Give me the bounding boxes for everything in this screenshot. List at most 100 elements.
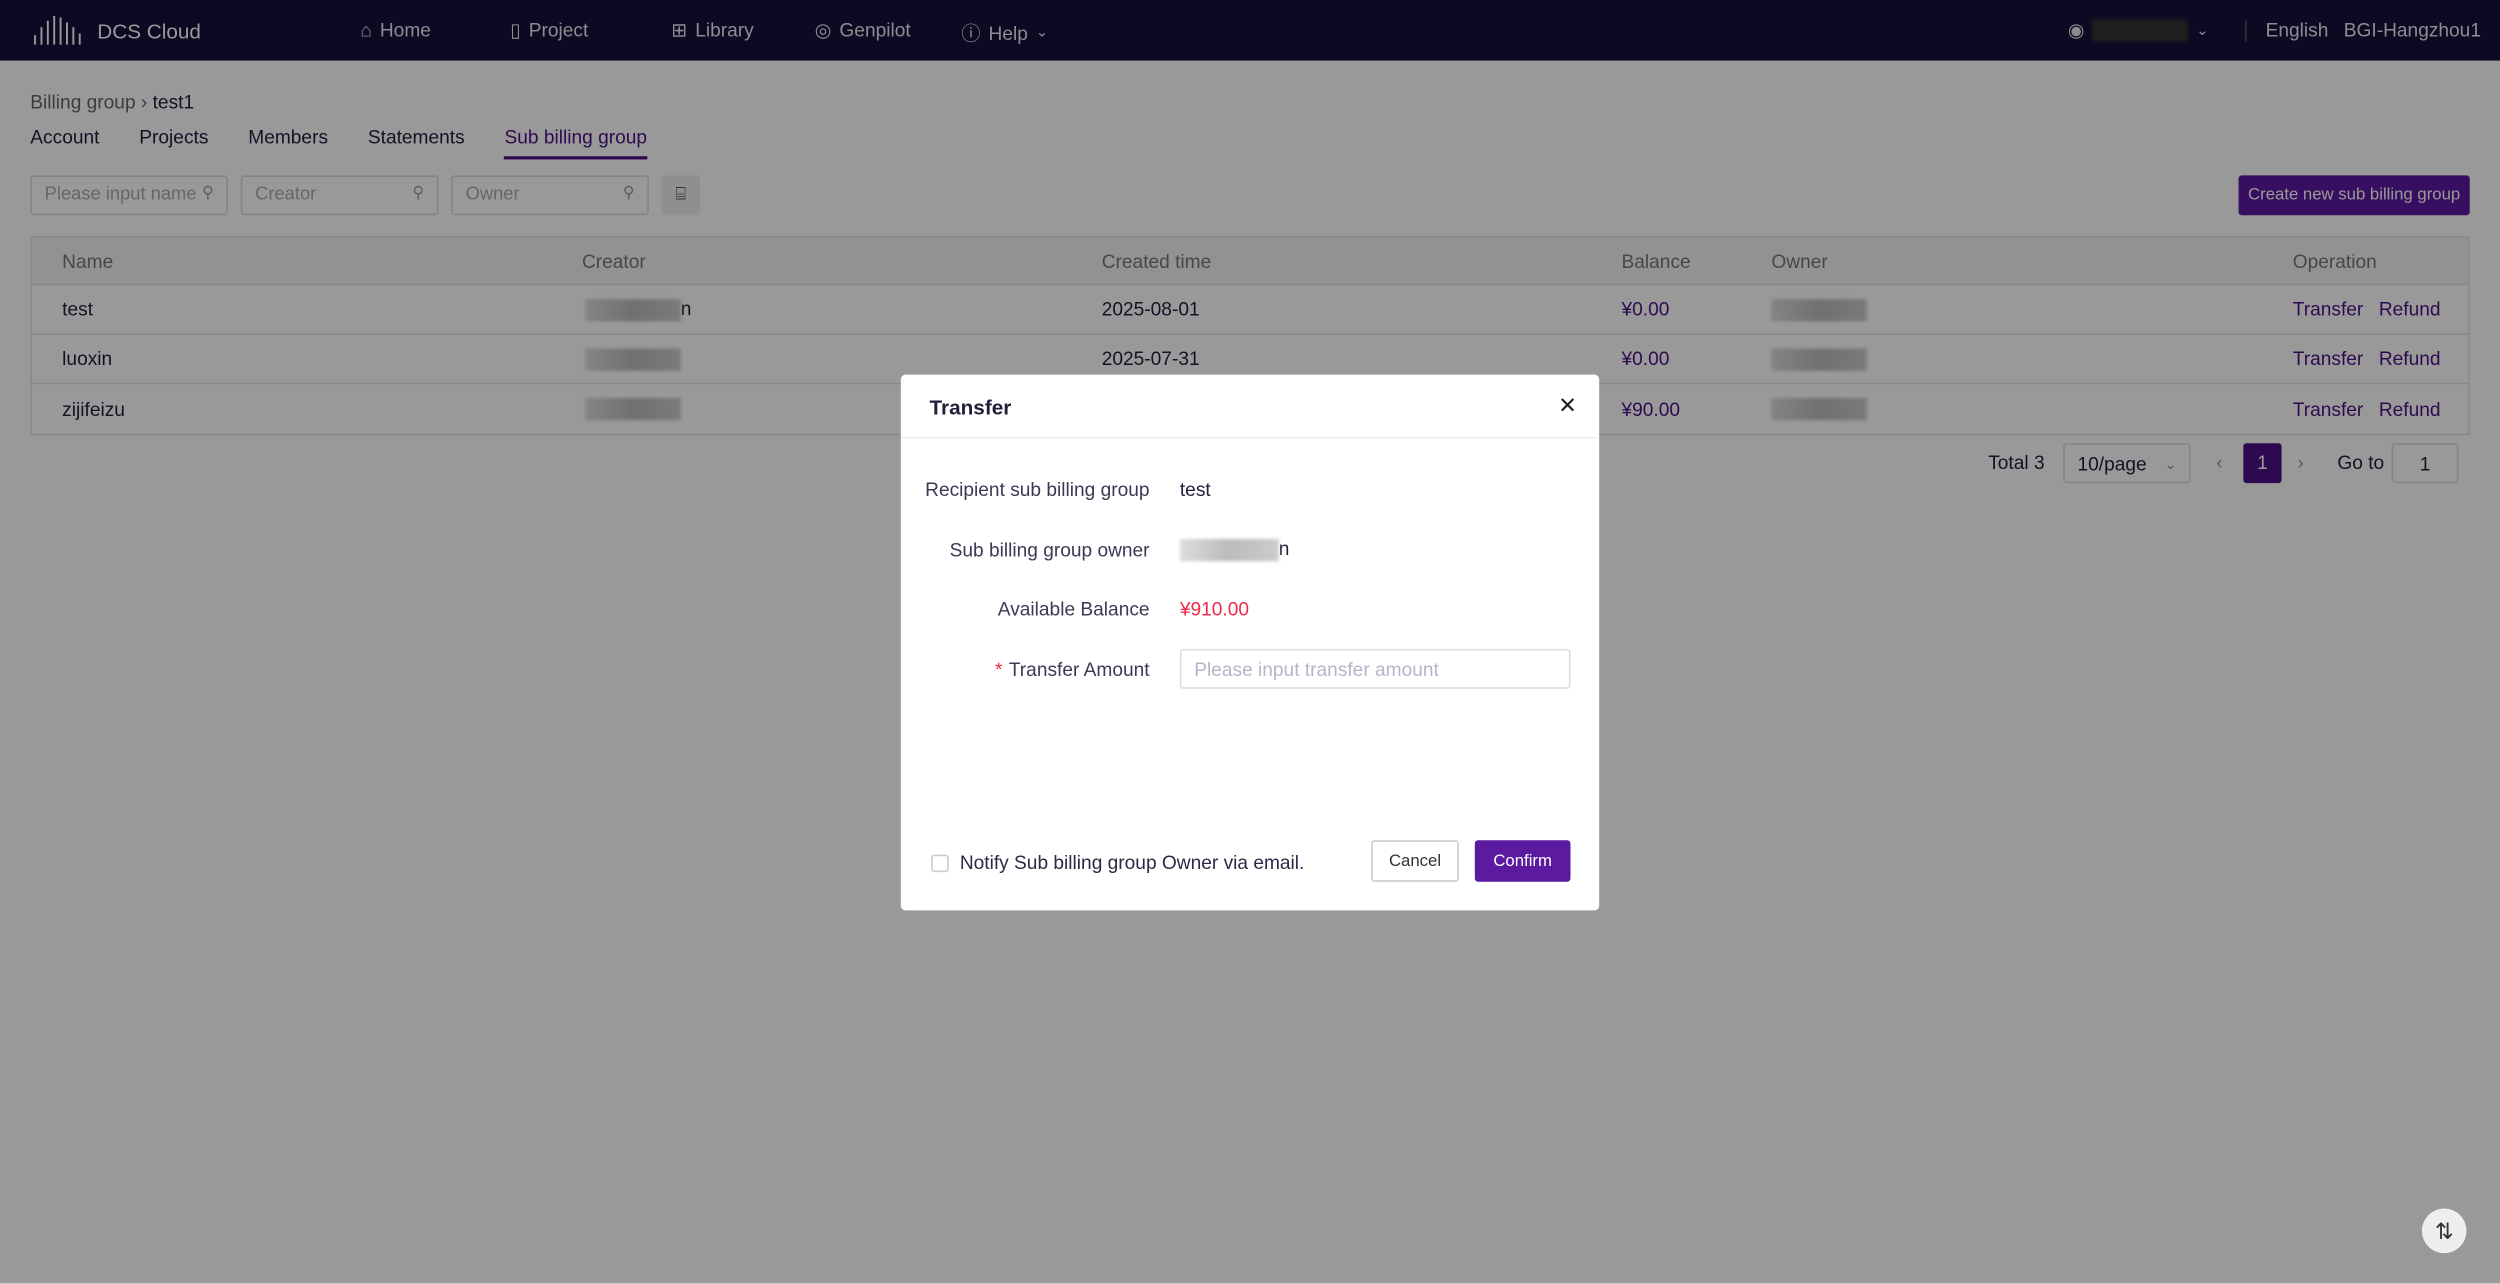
goto-page-input[interactable]: 1 [2391,443,2459,484]
transfer-dialog: Transfer ✕ Recipient sub billing group t… [900,374,1600,911]
tab-projects[interactable]: Projects [139,125,209,149]
close-icon[interactable]: ✕ [1558,392,1577,418]
column-header: Balance [1621,249,1691,272]
cancel-button[interactable]: Cancel [1371,840,1459,882]
page-1-button[interactable]: 1 [2243,443,2282,484]
cell-balance: ¥0.00 [1621,347,1670,370]
notify-checkbox[interactable] [931,853,949,872]
redacted-owner [1771,298,1868,322]
nav-help[interactable]: ⓘ Help ⌄ [961,19,1047,46]
transfer-amount-input[interactable] [1179,648,1571,689]
tabs: Account Projects Members Statements Sub … [30,125,648,160]
next-page-button[interactable]: › [2298,443,2304,483]
refund-link[interactable]: Refund [2378,298,2441,321]
chevron-down-icon: ⌄ [2164,455,2177,472]
name-search-input[interactable]: Please input name ⚲ [30,175,228,216]
cell-creator [585,347,681,371]
amount-label-text: Transfer Amount [1008,658,1150,681]
search-icon: ⚲ [412,184,425,203]
search-icon: ⚲ [201,184,214,203]
table-header: Name Creator Created time Balance Owner … [31,237,2469,286]
cell-owner [1771,397,1868,421]
nav-label: Genpilot [839,19,911,42]
clear-filters-button[interactable]: ⌸ [661,175,700,216]
file-icon: ▯ [510,19,521,42]
column-header: Operation [2292,249,2377,272]
logo[interactable]: DCS Cloud [30,13,201,48]
notify-label: Notify Sub billing group Owner via email… [959,851,1305,874]
globe-icon: ◎ [814,19,832,42]
page-size-value: 10/page [2077,452,2147,476]
user-icon: ◉ [2067,19,2085,42]
nav-home[interactable]: ⌂ Home [360,19,431,41]
creator-fragment: n [680,297,692,320]
chevron-down-icon: ⌄ [1035,23,1048,40]
recipient-label: Recipient sub billing group [925,478,1150,501]
region-label: BGI-Hangzhou1 [2343,19,2481,42]
divider [2244,20,2247,42]
column-header: Name [62,249,114,272]
chevron-right-icon: › [2297,451,2304,474]
tab-statements[interactable]: Statements [367,125,465,149]
cell-creator: n [585,297,692,322]
transfer-link[interactable]: Transfer [2292,298,2364,321]
amount-label: * Transfer Amount [995,658,1150,680]
nav-label: Library [695,19,754,42]
owner-label: Sub billing group owner [949,538,1150,562]
transfer-link[interactable]: Transfer [2292,397,2364,421]
home-icon: ⌂ [360,19,372,42]
redacted-username [2092,19,2189,42]
goto-label: Go to [2337,451,2385,474]
tab-account[interactable]: Account [30,125,100,149]
scroll-toggle-button[interactable]: ⇅ [2421,1208,2467,1254]
dialog-title: Transfer [929,395,1012,420]
balance-label: Available Balance [997,597,1150,621]
refund-link[interactable]: Refund [2378,397,2441,421]
language-switch[interactable]: English [2266,19,2329,41]
nav-genpilot[interactable]: ◎ Genpilot [815,19,911,41]
cell-balance: ¥0.00 [1621,298,1670,321]
transfer-link[interactable]: Transfer [2292,347,2364,370]
nav-project[interactable]: ▯ Project [510,19,588,41]
cell-created-time: 2025-07-31 [1101,347,1200,370]
cell-name: zijifeizu [62,397,125,421]
breadcrumb-current: test1 [152,90,195,114]
confirm-button[interactable]: Confirm [1474,840,1571,882]
search-icon: ⚲ [622,184,635,203]
cell-owner [1771,347,1868,371]
grid-icon: ⊞ [671,19,688,42]
breadcrumb-parent[interactable]: Billing group [30,90,136,114]
language-label: English [2265,19,2329,42]
refund-link[interactable]: Refund [2378,347,2441,370]
notify-checkbox-row[interactable]: Notify Sub billing group Owner via email… [931,851,1305,874]
table-row: test n 2025-08-01 ¥0.00 Transfer Refund [31,285,2469,335]
tab-sub-billing-group[interactable]: Sub billing group [504,126,648,160]
column-header: Creator [581,249,646,272]
region-switch[interactable]: BGI-Hangzhou1 [2344,19,2481,41]
create-sub-billing-group-button[interactable]: Create new sub billing group [2238,175,2470,216]
sub-billing-group-table: Name Creator Created time Balance Owner … [30,235,2470,436]
total-count: Total 3 [1988,451,2045,474]
nav-label: Project [528,19,589,42]
prev-page-button[interactable]: ‹ [2216,443,2222,483]
chevron-down-icon: ⌄ [2196,21,2209,38]
user-menu[interactable]: ◉ ⌄ [2067,19,2209,42]
column-header: Owner [1771,249,1828,272]
tab-members[interactable]: Members [248,125,329,149]
sort-arrows-icon: ⇅ [2434,1218,2454,1244]
balance-value: ¥910.00 [1179,597,1250,621]
chevron-left-icon: ‹ [2216,451,2223,474]
cell-owner [1771,297,1868,322]
cell-balance: ¥90.00 [1621,397,1681,421]
nav-library[interactable]: ⊞ Library [671,19,754,41]
page-size-select[interactable]: 10/page ⌄ [2063,443,2191,484]
question-icon: ⓘ [961,22,981,45]
nav-label: Help [988,21,1028,44]
owner-search-input[interactable]: Owner ⚲ [451,175,649,216]
creator-search-input[interactable]: Creator ⚲ [240,175,439,216]
redacted-creator [585,398,681,421]
cell-creator [585,397,681,421]
redacted-owner [1771,348,1868,371]
brand-name: DCS Cloud [97,18,201,43]
redacted-owner [1771,398,1868,421]
